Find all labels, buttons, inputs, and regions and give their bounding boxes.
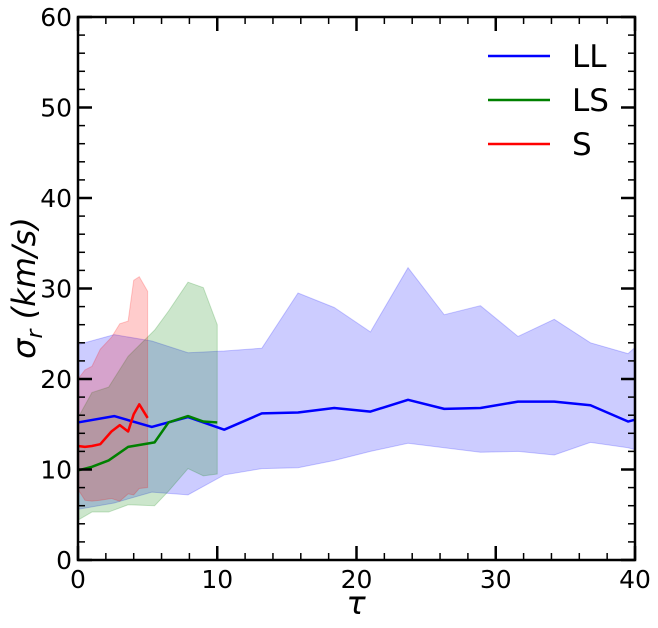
band-ls bbox=[77, 281, 218, 522]
legend-label-ls: LS bbox=[572, 83, 609, 119]
y-tick-label: 20 bbox=[40, 365, 72, 394]
y-tick-label: 60 bbox=[40, 3, 72, 32]
y-axis-title-units: (km/s) bbox=[5, 217, 43, 329]
legend-label-ll: LL bbox=[572, 39, 607, 75]
confidence-bands bbox=[77, 266, 636, 522]
axis-ticks bbox=[76, 15, 637, 562]
x-axis-title: τ bbox=[346, 584, 366, 622]
y-axis-title-symbol: σ bbox=[5, 337, 43, 359]
y-tick-label: 0 bbox=[56, 546, 72, 575]
legend: LL LS S bbox=[488, 39, 609, 163]
x-tick-label: 40 bbox=[619, 565, 651, 594]
line-s bbox=[77, 403, 149, 449]
x-tick-label: 0 bbox=[70, 565, 86, 594]
x-tick-label: 20 bbox=[341, 565, 373, 594]
x-tick-label: 30 bbox=[480, 565, 512, 594]
legend-label-s: S bbox=[572, 127, 592, 163]
series-lines bbox=[77, 398, 636, 472]
x-tick-labels: 0 10 20 30 40 bbox=[70, 565, 651, 594]
y-tick-label: 50 bbox=[40, 94, 72, 123]
x-tick-label: 10 bbox=[201, 565, 233, 594]
line-ls bbox=[77, 414, 218, 472]
y-axis-title-subscript: r bbox=[23, 328, 48, 339]
y-tick-label: 30 bbox=[40, 275, 72, 304]
y-axis-title: σr (km/s) bbox=[5, 217, 48, 359]
y-tick-label: 40 bbox=[40, 184, 72, 213]
y-tick-label: 10 bbox=[40, 456, 72, 485]
y-tick-labels: 0 10 20 30 40 50 60 bbox=[40, 3, 72, 575]
